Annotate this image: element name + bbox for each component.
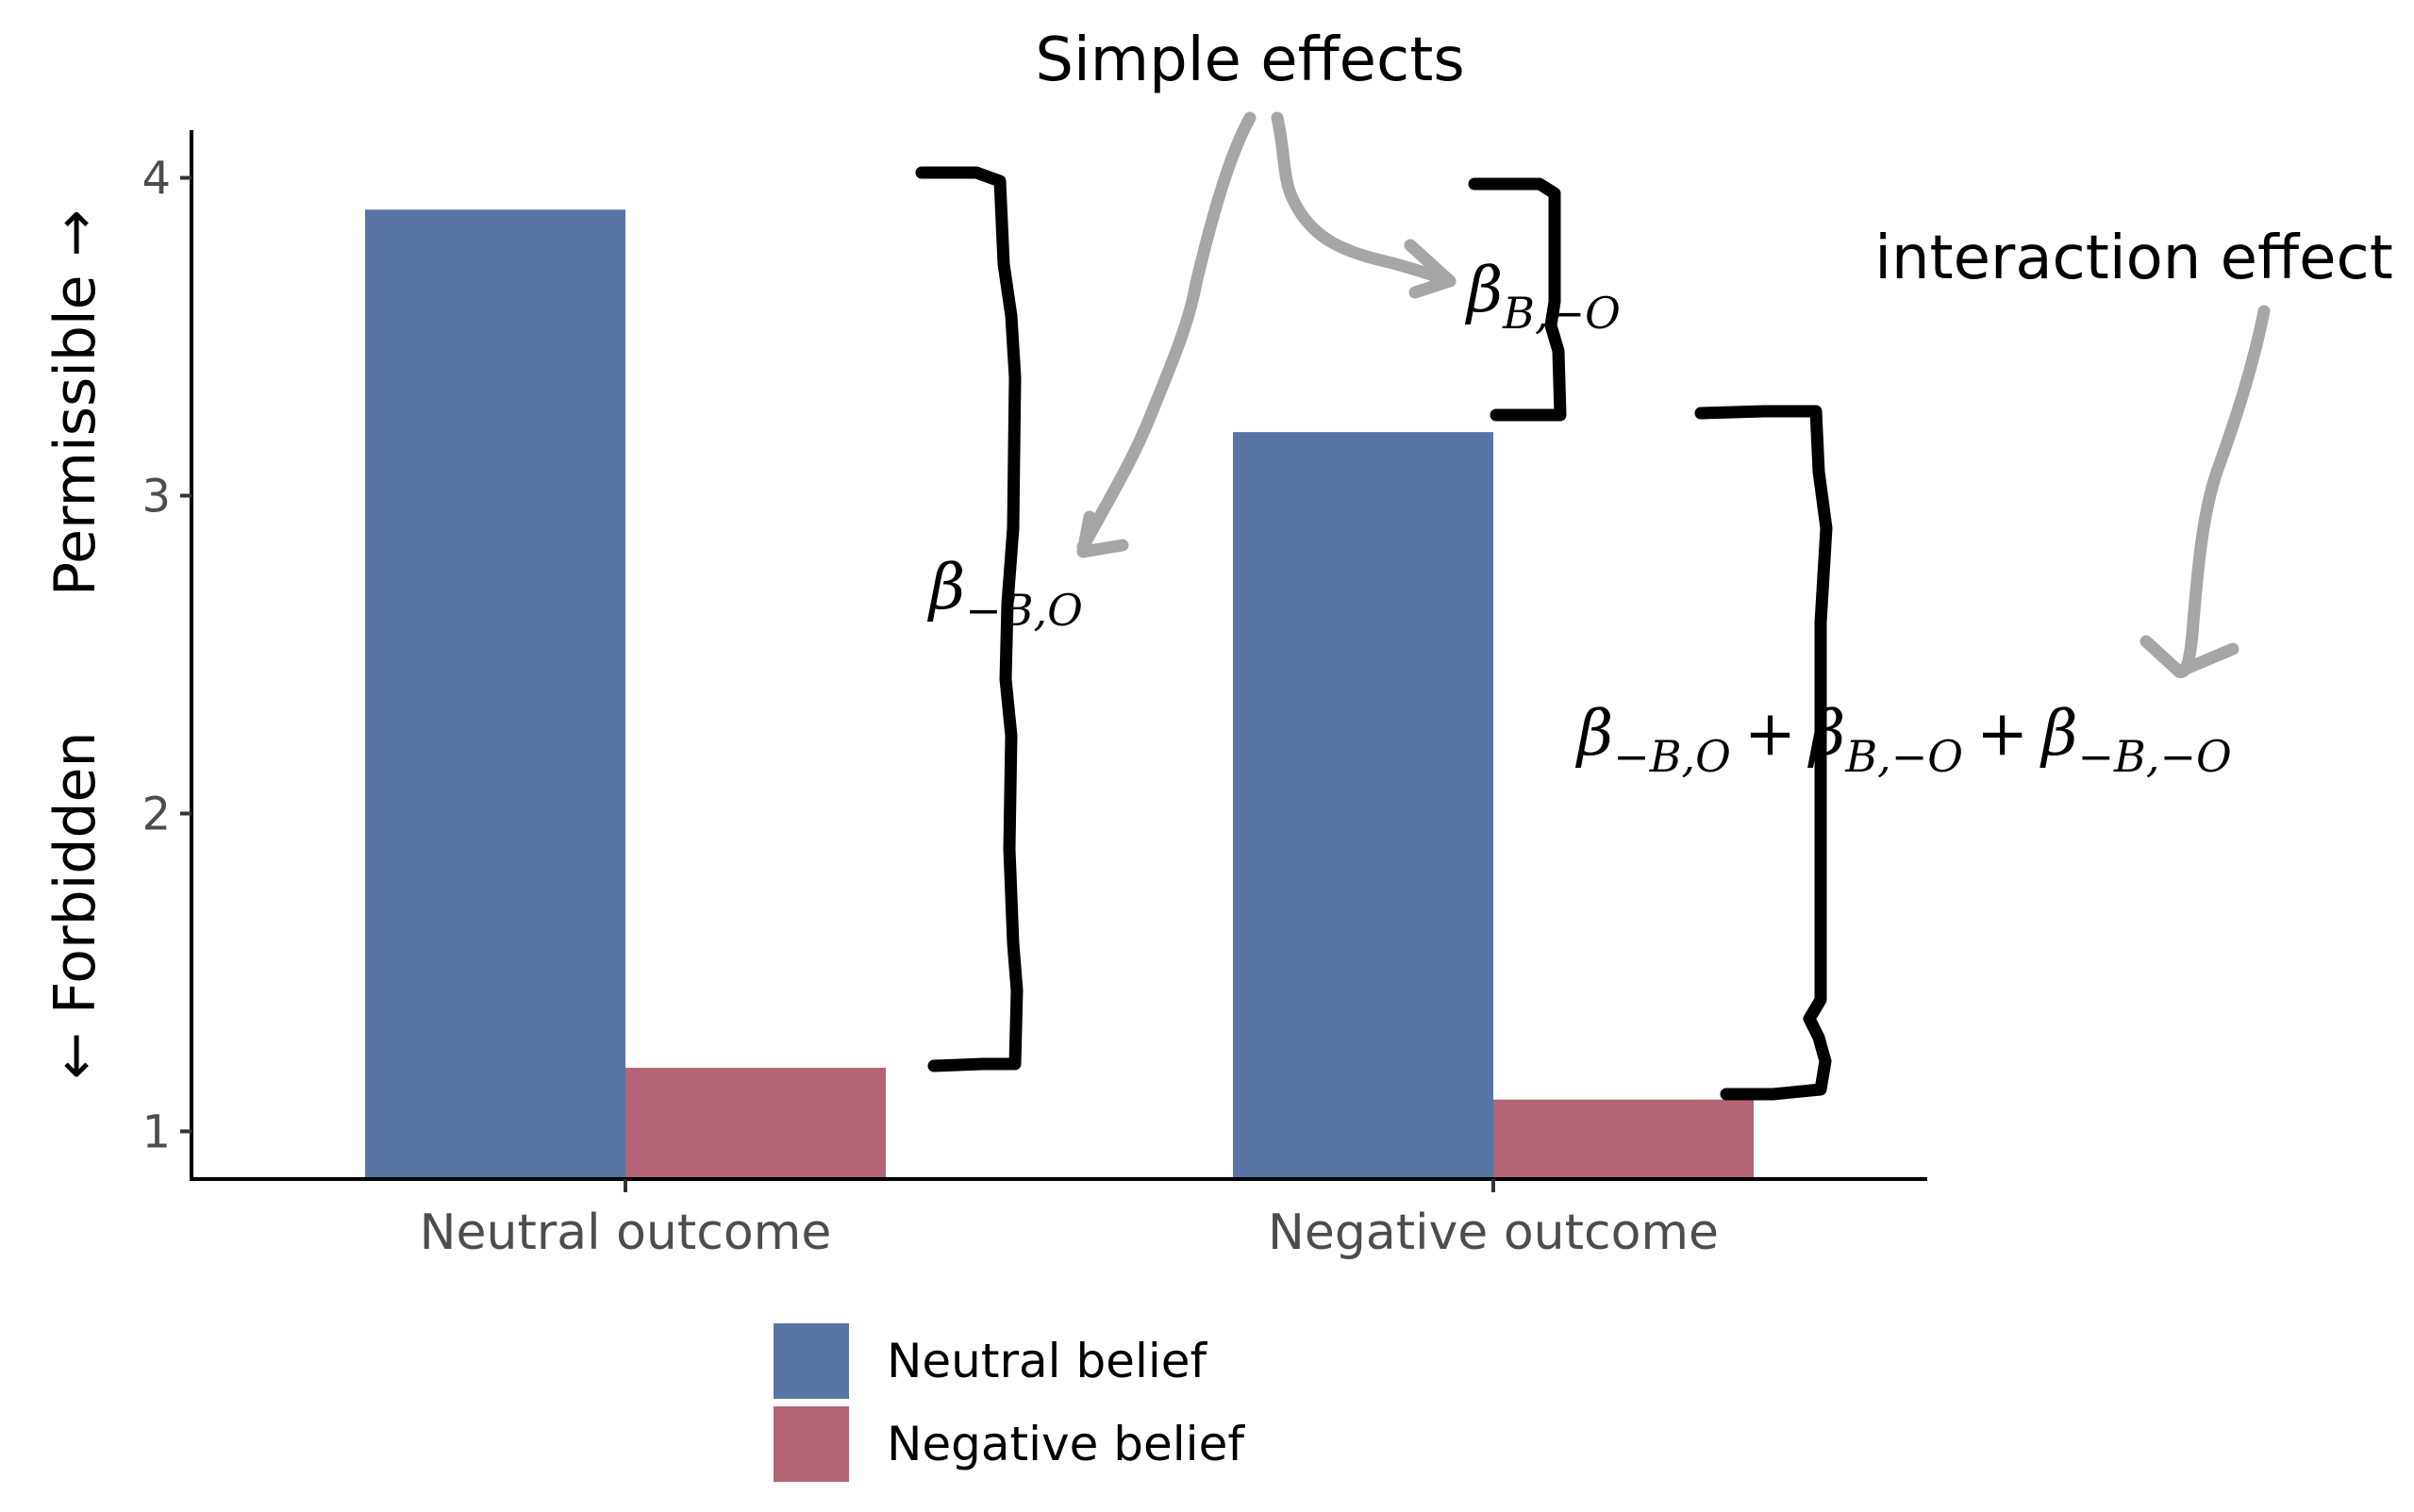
bar-0-0 <box>365 209 625 1179</box>
simple-effects-label: Simple effects <box>1035 25 1464 95</box>
bracket-interaction <box>1694 405 1833 1101</box>
legend-swatch-negative-belief <box>774 1406 849 1482</box>
bars <box>365 209 1754 1179</box>
x-tick-label: Neutral outcome <box>420 1205 832 1261</box>
interaction-effect-label: interaction effect <box>1874 224 2393 293</box>
y-tick-label: 4 <box>142 153 171 206</box>
legend-label-negative-belief: Negative belief <box>887 1417 1245 1471</box>
bracket-neutral-outcome <box>915 166 1024 1072</box>
y-axis-label-top: Permissible → <box>42 209 108 596</box>
y-tick-label: 1 <box>142 1105 171 1158</box>
bar-1-0 <box>1233 432 1493 1179</box>
y-tick-label: 3 <box>142 471 171 523</box>
interaction-sum-label: β−B,O + βB,−O + β−B,−O <box>1574 697 2232 782</box>
arrow-simple-effect-right <box>1271 111 1457 288</box>
x-ticks: Neutral outcome Negative outcome <box>420 1179 1719 1261</box>
arrow-interaction-effect <box>2173 305 2271 678</box>
legend: Neutral belief Negative belief <box>774 1323 1245 1482</box>
arrow-interaction-effect-head <box>2139 635 2239 678</box>
y-axis-label-bottom: ← Forbidden <box>42 732 108 1080</box>
legend-label-neutral-belief: Neutral belief <box>887 1334 1207 1388</box>
y-ticks: 1 2 3 4 <box>142 153 191 1158</box>
y-tick-label: 2 <box>142 788 171 840</box>
arrow-simple-effect-left <box>1076 111 1257 554</box>
x-tick-label: Negative outcome <box>1268 1205 1719 1261</box>
beta-neg-b-o-label: β−B,O <box>926 551 1083 636</box>
arrow-simple-effect-right-head <box>1404 239 1457 299</box>
bar-0-1 <box>625 1068 886 1179</box>
arrow-simple-effect-left-head <box>1076 510 1129 558</box>
beta-b-neg-o-label: βB,−O <box>1464 254 1621 339</box>
bar-1-1 <box>1493 1099 1754 1179</box>
bracket-negative-belief-effect <box>1468 177 1567 422</box>
legend-swatch-neutral-belief <box>774 1323 849 1399</box>
